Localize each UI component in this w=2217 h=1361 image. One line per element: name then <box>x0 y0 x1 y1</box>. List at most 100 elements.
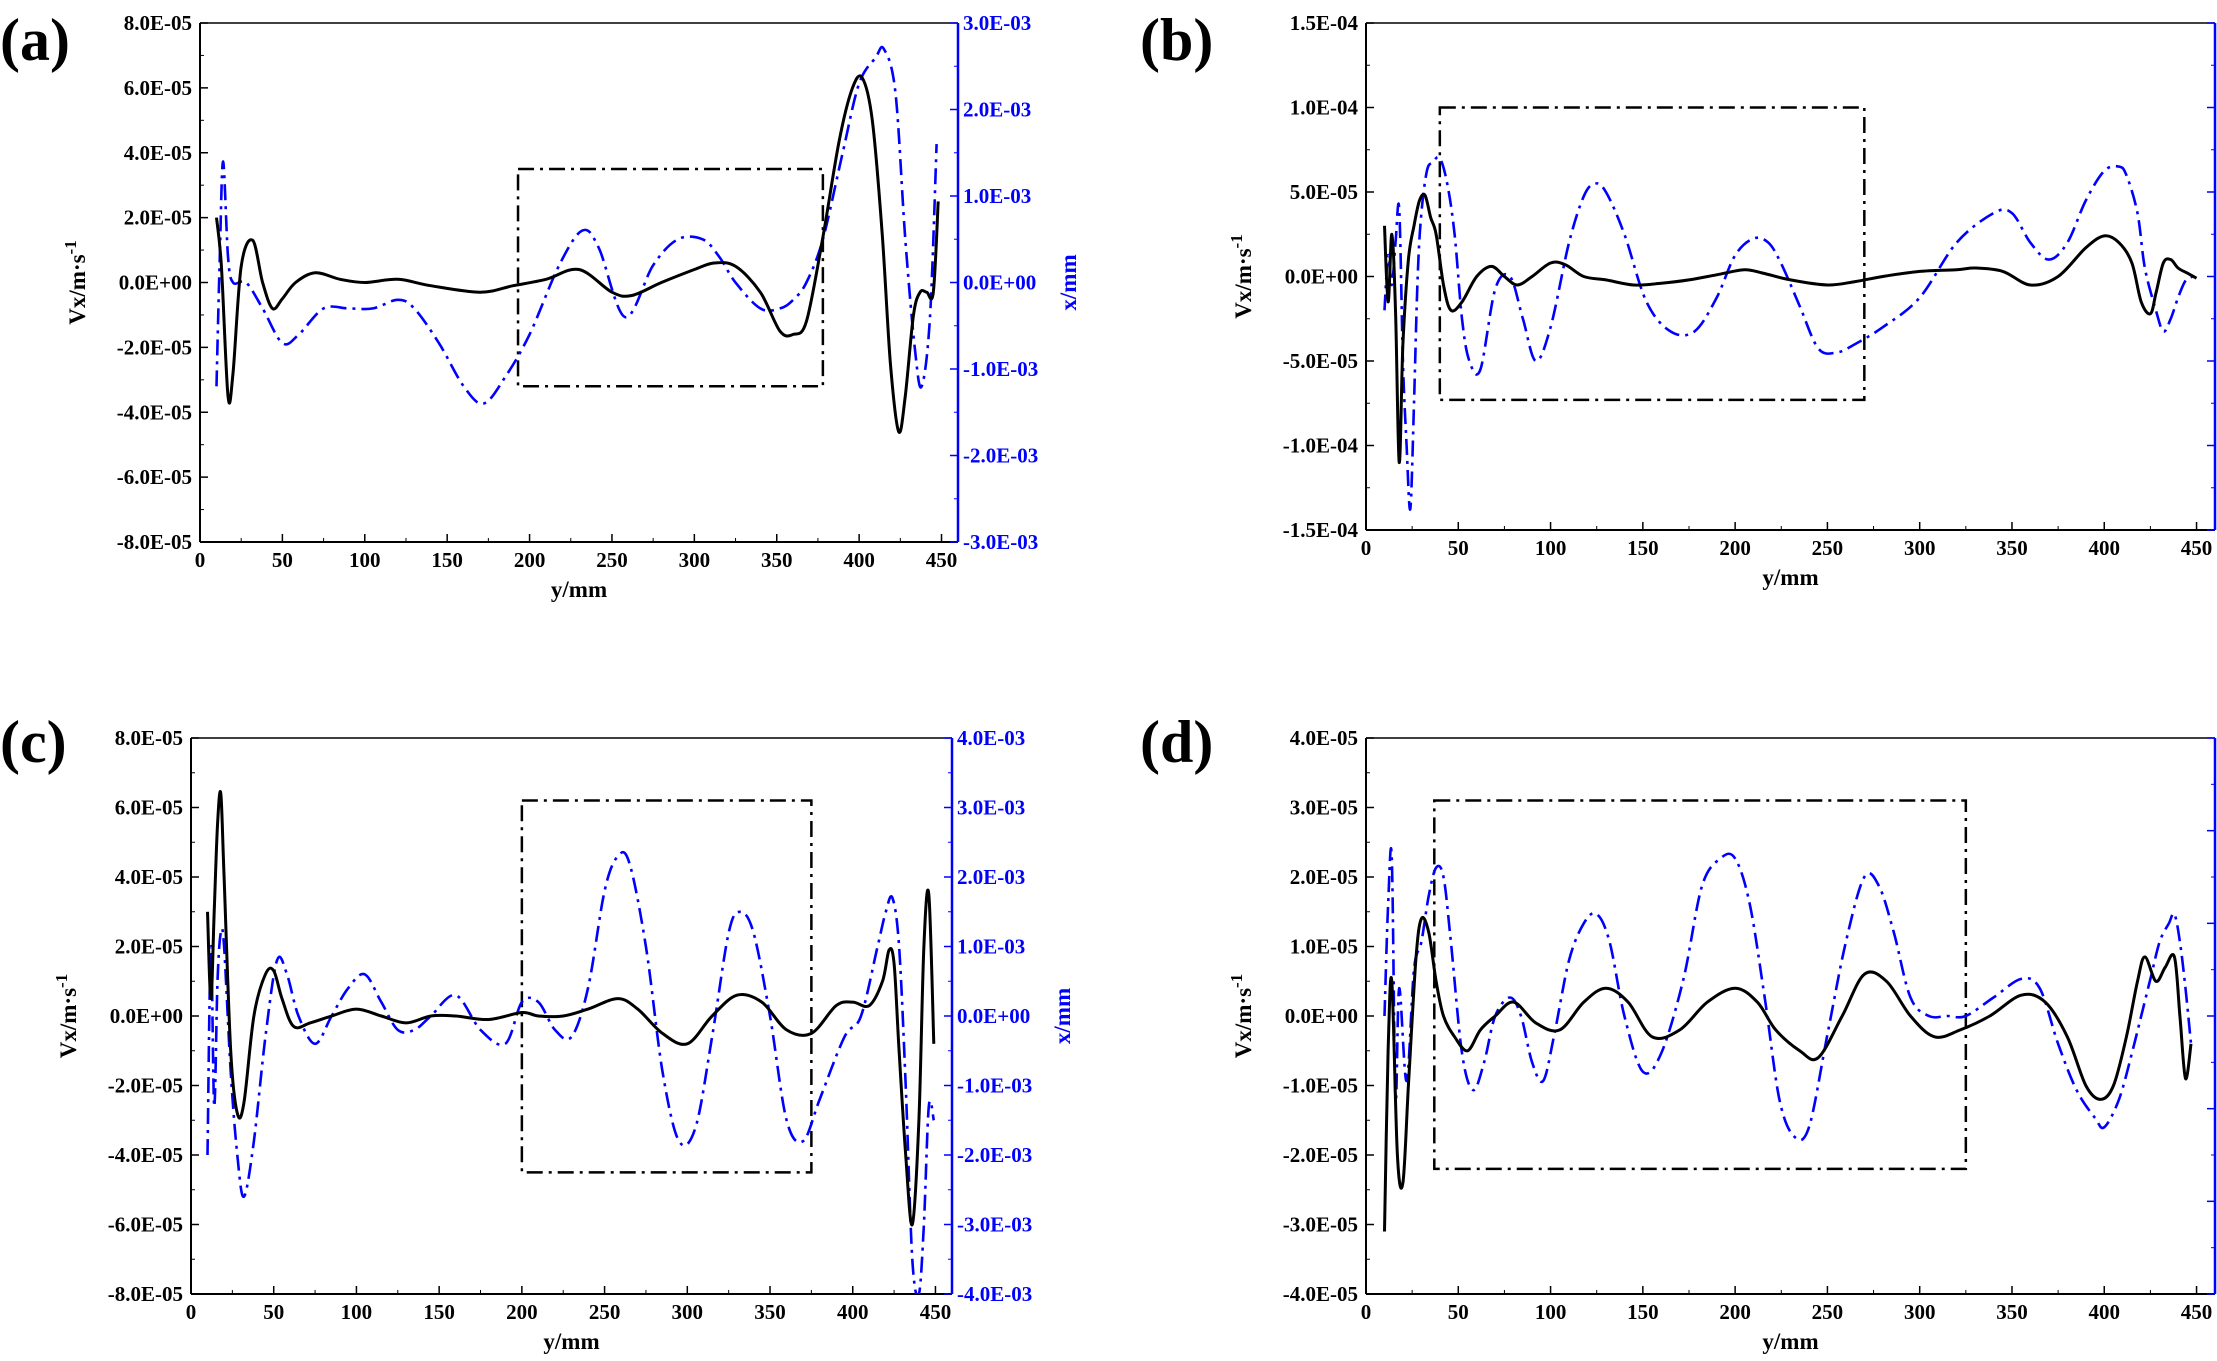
x-axis-label: y/mm <box>1762 1329 1818 1354</box>
x-tick-label: 0 <box>1361 1300 1372 1324</box>
left-y-tick-label: 2.0E-05 <box>1290 865 1358 889</box>
x-tick-label: 0 <box>195 548 206 572</box>
x-tick-label: 400 <box>843 548 875 572</box>
left-y-tick-label: 4.0E-05 <box>115 865 183 889</box>
left-y-tick-label: -1.0E-05 <box>1283 1074 1358 1098</box>
right-y-tick-label: -4.0E-03 <box>957 1282 1032 1306</box>
left-y-tick-label: 6.0E-05 <box>115 796 183 820</box>
x-tick-label: 250 <box>596 548 628 572</box>
x-tick-label: 200 <box>514 548 546 572</box>
highlight-box <box>520 799 813 1174</box>
left-y-tick-label: -1.0E-04 <box>1283 434 1359 458</box>
x-tick-label: 250 <box>589 1300 621 1324</box>
right-y-tick-label: -3.0E-03 <box>963 530 1038 554</box>
left-y-tick-label: 4.0E-05 <box>1290 726 1358 750</box>
x-tick-label: 150 <box>1627 536 1659 560</box>
left-y-tick-label: 3.0E-05 <box>1290 796 1358 820</box>
right-y-tick-label: -1.0E-03 <box>963 357 1038 381</box>
left-y-tick-label: 0.0E+00 <box>110 1004 183 1028</box>
x-tick-label: 450 <box>2181 1300 2213 1324</box>
x-tick-label: 400 <box>2089 536 2121 560</box>
left-y-axis-label: Vx/m·s-1 <box>1227 974 1256 1058</box>
x-axis-label: y/mm <box>551 577 607 602</box>
left-y-axis-label-text: Vx/m·s <box>1231 988 1256 1058</box>
panel-b-chart: (b) 0 50 100 150 200 250 300 350 400 450 -1.5E-04 -1… <box>1140 7 2217 590</box>
x-tick-label: 450 <box>2181 536 2213 560</box>
left-y-tick-label: -1.5E-04 <box>1283 518 1359 542</box>
highlight-box <box>516 167 825 388</box>
x-tick-label: 0 <box>186 1300 197 1324</box>
left-y-tick-label: -6.0E-05 <box>108 1213 183 1237</box>
right-y-tick-label: 0.0E+00 <box>957 1004 1030 1028</box>
right-y-tick-label: -2.0E-03 <box>957 1143 1032 1167</box>
x-tick-label: 200 <box>506 1300 538 1324</box>
left-y-tick-label: 2.0E-05 <box>115 935 183 959</box>
left-y-tick-label: 0.0E+00 <box>1285 1004 1358 1028</box>
series-vx-velocity-line <box>215 74 940 435</box>
left-y-tick-label: 1.5E-04 <box>1290 11 1359 35</box>
left-y-tick-label: 2.0E-05 <box>124 206 192 230</box>
right-y-tick-label: 1.0E-03 <box>963 184 1031 208</box>
right-y-tick-label: 3.0E-03 <box>963 11 1031 35</box>
x-tick-label: 300 <box>679 548 711 572</box>
left-y-axis-label-text: Vx/m·s <box>65 254 90 324</box>
panel-a-chart: (a) 0 50 100 150 200 250 300 350 400 450 -8.0E-05 -6… <box>0 7 1081 602</box>
left-y-tick-label: -8.0E-05 <box>117 530 192 554</box>
x-tick-label: 50 <box>1448 536 1469 560</box>
left-y-tick-label: -3.0E-05 <box>1283 1213 1358 1237</box>
series-group <box>215 45 940 435</box>
series-vx-velocity-line <box>1383 192 2198 464</box>
highlight-box <box>1433 799 1968 1171</box>
series-group <box>206 790 936 1294</box>
left-y-tick-label: -4.0E-05 <box>108 1143 183 1167</box>
left-y-tick-label: -4.0E-05 <box>1283 1282 1358 1306</box>
series-x-displacement-line <box>206 850 936 1294</box>
left-y-axis-label-text: Vx/m·s <box>56 988 81 1058</box>
x-tick-label: 450 <box>920 1300 952 1324</box>
right-y-tick-label: 1.0E-03 <box>957 935 1025 959</box>
left-y-tick-label: 1.0E-05 <box>1290 935 1358 959</box>
series-x-displacement-line <box>215 45 938 405</box>
x-tick-label: 150 <box>423 1300 455 1324</box>
left-y-tick-label: -6.0E-05 <box>117 465 192 489</box>
left-y-tick-label: -5.0E-05 <box>1283 349 1358 373</box>
x-tick-label: 350 <box>1996 1300 2028 1324</box>
right-y-axis-label: x/mm <box>1050 988 1075 1044</box>
x-tick-label: 300 <box>1904 536 1936 560</box>
left-y-axis-label: Vx/m·s-1 <box>61 240 90 324</box>
left-y-tick-label: 8.0E-05 <box>115 726 183 750</box>
series-group <box>1383 155 2198 511</box>
right-y-tick-label: -1.0E-03 <box>957 1074 1032 1098</box>
x-axis-label: y/mm <box>543 1329 599 1354</box>
highlight-box <box>1438 106 1866 402</box>
panel-label: (a) <box>0 7 70 73</box>
series-vx-velocity-line <box>206 790 936 1227</box>
x-tick-label: 200 <box>1719 536 1751 560</box>
right-y-axis-label: x/mm <box>1056 254 1081 310</box>
x-axis-label: y/mm <box>1762 565 1818 590</box>
panel-label: (b) <box>1140 7 1213 73</box>
x-tick-label: 150 <box>1627 1300 1659 1324</box>
left-y-tick-label: 4.0E-05 <box>124 141 192 165</box>
x-tick-label: 300 <box>1904 1300 1936 1324</box>
right-y-tick-label: 0.0E+00 <box>963 271 1036 295</box>
panel-label: (c) <box>0 709 67 775</box>
x-tick-label: 100 <box>1535 1300 1567 1324</box>
left-y-axis-label: Vx/m·s-1 <box>52 974 81 1058</box>
left-y-axis-label-text: Vx/m·s <box>1231 248 1256 318</box>
x-tick-label: 350 <box>761 548 793 572</box>
series-x-displacement-line <box>1383 847 2193 1142</box>
x-tick-label: 50 <box>1448 1300 1469 1324</box>
right-y-tick-label: 2.0E-03 <box>963 98 1031 122</box>
left-y-axis-label-superscript: -1 <box>1227 974 1246 988</box>
left-y-tick-label: -2.0E-05 <box>108 1074 183 1098</box>
right-y-tick-label: 2.0E-03 <box>957 865 1025 889</box>
x-tick-label: 100 <box>1535 536 1567 560</box>
left-y-tick-label: 5.0E-05 <box>1290 180 1358 204</box>
x-tick-label: 150 <box>431 548 463 572</box>
x-tick-label: 50 <box>272 548 293 572</box>
right-y-tick-label: -3.0E-03 <box>957 1213 1032 1237</box>
left-y-axis-label-superscript: -1 <box>1227 234 1246 248</box>
panel-c-chart: (c) 0 50 100 150 200 250 300 350 400 450 -8.0E-05 -6… <box>0 709 1075 1354</box>
x-tick-label: 100 <box>349 548 381 572</box>
